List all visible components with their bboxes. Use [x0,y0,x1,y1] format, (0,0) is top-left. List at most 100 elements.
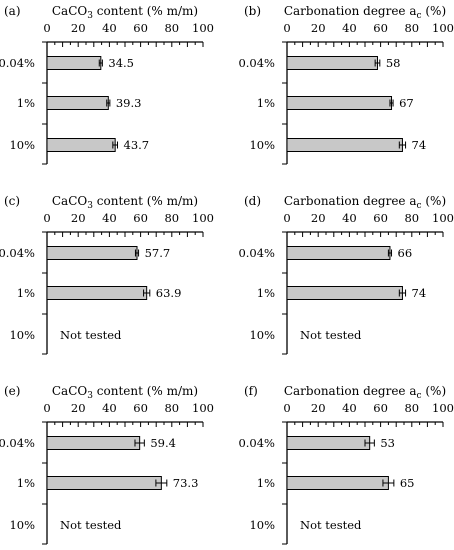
chart-title: CaCO3 content (% m/m) [52,4,198,21]
chart-title-subscript: 3 [87,391,93,401]
panel-f: (f) Carbonation degree ac (%)0 20 40 60 80 100… [238,384,454,545]
category-label: 1% [257,96,275,110]
chart-title-main: Carbonation degree a [284,194,417,208]
x-tick-label: 20 [311,211,326,225]
chart-title: Carbonation degree ac (%) [284,4,446,21]
x-tick-label: 80 [164,211,179,225]
category-label: 1% [17,476,35,490]
panel-a: (a) CaCO3 content (% m/m)0 20 40 60 80 1000.04… [0,4,214,165]
chart-title-rest: (%) [422,384,447,398]
chart-title-main: CaCO [52,194,88,208]
chart-title: Carbonation degree ac (%) [284,384,446,401]
value-label: 43.7 [124,138,150,152]
chart-title-rest: content (% m/m) [93,384,198,398]
x-tick-label: 100 [192,211,214,225]
x-tick-label: 60 [133,211,148,225]
panel-letter: (c) [4,194,20,208]
x-tick-label: 40 [342,211,357,225]
x-tick-label: 40 [102,211,117,225]
bar [286,138,403,152]
bar [46,286,148,300]
category-label: 0.04% [238,246,275,260]
category-label: 1% [17,96,35,110]
x-tick-label: 40 [102,401,117,415]
x-tick-label: 80 [404,21,419,35]
bar [286,56,378,70]
chart-title-rest: (%) [422,194,447,208]
chart-title: Carbonation degree ac (%) [284,194,446,211]
value-label: 74 [412,138,427,152]
value-label: 57.7 [145,246,171,260]
x-tick-label: 0 [43,21,50,35]
x-tick-label: 0 [283,401,290,415]
chart-title-main: CaCO [52,4,88,18]
category-label: 1% [17,286,35,300]
x-tick-label: 20 [71,21,86,35]
bar [286,246,391,260]
x-tick-label: 60 [133,401,148,415]
category-label: 1% [257,476,275,490]
x-tick-label: 40 [342,21,357,35]
chart-title-main: Carbonation degree a [284,4,417,18]
value-label: 34.5 [108,56,134,70]
value-label: 58 [386,56,401,70]
category-label: 10% [249,138,275,152]
value-label: 74 [412,286,427,300]
category-label: 10% [9,518,35,532]
category-label: 0.04% [0,56,35,70]
x-tick-label: 60 [373,21,388,35]
x-tick-label: 60 [373,211,388,225]
x-tick-label: 20 [311,401,326,415]
category-label: 0.04% [238,56,275,70]
x-tick-label: 100 [432,401,454,415]
x-tick-label: 80 [404,211,419,225]
bar [286,476,389,490]
category-label: 0.04% [0,246,35,260]
category-label: 1% [257,286,275,300]
chart-title: CaCO3 content (% m/m) [52,194,198,211]
bar [46,436,141,450]
panel-c: (c) CaCO3 content (% m/m)0 20 40 60 80 1000.04… [0,194,214,355]
chart-title-main: Carbonation degree a [284,384,417,398]
x-tick-label: 0 [43,401,50,415]
panel-b: (b) Carbonation degree ac (%)0 20 40 60 80 100… [238,4,454,165]
category-label: 0.04% [0,436,35,450]
category-label: 10% [9,138,35,152]
panel-letter: (d) [244,194,261,208]
chart-title-subscript: 3 [87,11,93,21]
x-tick-label: 80 [164,21,179,35]
x-tick-label: 60 [373,401,388,415]
value-label: 39.3 [116,96,142,110]
panel-letter: (f) [244,384,258,398]
not-tested-label: Not tested [300,518,362,532]
chart-title-rest: content (% m/m) [93,194,198,208]
bar [46,476,162,490]
x-tick-label: 0 [283,21,290,35]
value-label: 67 [399,96,414,110]
chart-title-subscript: c [417,391,422,401]
x-tick-label: 20 [71,211,86,225]
panel-letter: (a) [4,4,21,18]
x-tick-label: 80 [404,401,419,415]
not-tested-label: Not tested [300,328,362,342]
x-tick-label: 80 [164,401,179,415]
value-label: 73.3 [173,476,199,490]
x-tick-label: 20 [311,21,326,35]
x-tick-label: 100 [432,211,454,225]
category-label: 10% [9,328,35,342]
chart-title: CaCO3 content (% m/m) [52,384,198,401]
bar [286,436,371,450]
value-label: 66 [398,246,413,260]
x-tick-label: 60 [133,21,148,35]
not-tested-label: Not tested [60,328,122,342]
chart-title-subscript: 3 [87,201,93,211]
chart-title-subscript: c [417,201,422,211]
value-label: 59.4 [150,436,176,450]
bar [46,56,102,70]
category-label: 0.04% [238,436,275,450]
not-tested-label: Not tested [60,518,122,532]
value-label: 65 [400,476,415,490]
x-tick-label: 0 [283,211,290,225]
chart-title-main: CaCO [52,384,88,398]
